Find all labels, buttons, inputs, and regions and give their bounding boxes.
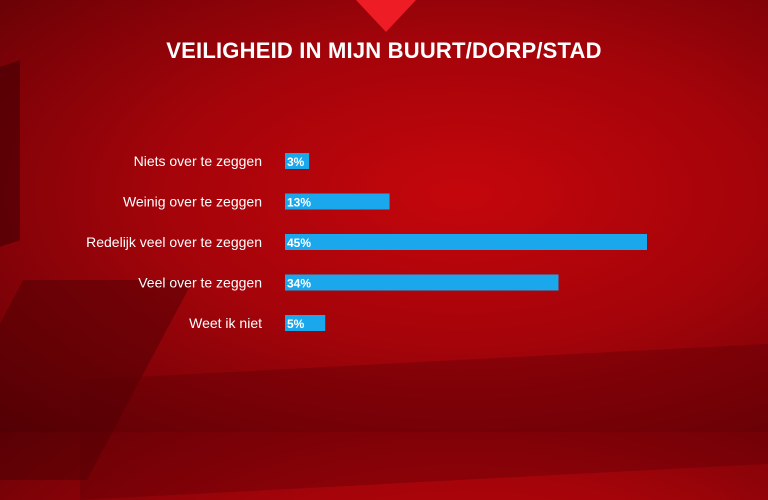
top-notch-marker <box>356 0 416 32</box>
bar-chart: Niets over te zeggen 3% Weinig over te zeg… <box>86 153 647 331</box>
value-label: 34% <box>287 277 311 291</box>
bar <box>285 193 390 210</box>
category-label: Redelijk veel over te zeggen <box>86 234 262 250</box>
chart-title: VEILIGHEID IN MIJN BUURT/DORP/STAD <box>166 38 602 63</box>
bar <box>285 234 647 250</box>
bar <box>285 153 310 169</box>
value-label: 13% <box>287 196 311 210</box>
category-label: Niets over te zeggen <box>134 153 262 169</box>
value-label: 3% <box>287 155 305 169</box>
category-label: Weet ik niet <box>189 315 262 331</box>
bar <box>285 315 326 331</box>
category-label: Veel over te zeggen <box>138 275 262 291</box>
value-label: 5% <box>287 317 305 331</box>
category-label: Weinig over te zeggen <box>123 194 262 210</box>
bar <box>285 274 559 291</box>
value-label: 45% <box>287 236 311 250</box>
